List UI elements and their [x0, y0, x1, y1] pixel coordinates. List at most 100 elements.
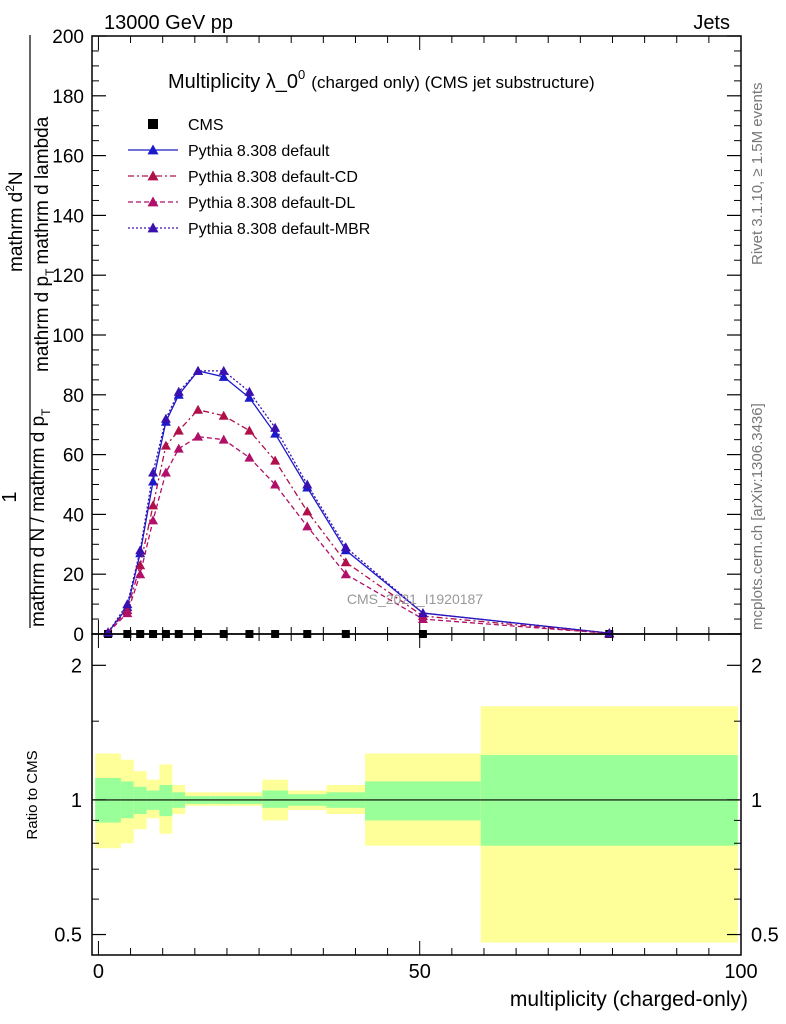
ylabel-denominator: mathrm d N / mathrm d pT [28, 408, 53, 627]
series-4-point-13 [604, 628, 615, 638]
series-4-point-10 [302, 479, 313, 489]
ratio-frame [91, 633, 742, 956]
ylabel-mid-sub: T [43, 268, 57, 276]
watermark: CMS_2021_I1920187 [347, 591, 483, 607]
series-2-point-3 [148, 500, 159, 510]
header-left: 13000 GeV pp [104, 12, 233, 34]
y-tick-label-120: 120 [52, 266, 84, 287]
ratio-bands [92, 706, 741, 943]
series-2-point-6 [193, 404, 204, 414]
legend-marker-cms [148, 119, 158, 129]
series-line-3 [107, 435, 610, 635]
series-1-point-3 [148, 476, 159, 486]
series-2-point-7 [218, 410, 229, 420]
x-tick-label-100: 100 [724, 961, 757, 983]
series-3-point-2 [135, 569, 146, 579]
x-tick-label-50: 50 [409, 961, 431, 983]
chart-title-suffix: (charged only) (CMS jet substructure) [311, 73, 594, 92]
y-tick-label-40: 40 [63, 505, 84, 526]
series-2-point-10 [302, 506, 313, 516]
ratio-axes: 0 50 100 0.5 0.5 1 1 2 2 [54, 633, 779, 983]
series-1-point-9 [270, 428, 281, 438]
ratio-y-tick-label-right-1: 1 [751, 790, 762, 812]
chart-title-sup: 0 [298, 67, 305, 82]
series-4-point-7 [218, 365, 229, 375]
x-tick-label-0: 0 [93, 961, 104, 983]
series-3-point-6 [193, 431, 204, 441]
legend-label-2: Pythia 8.308 default-CD [188, 169, 358, 186]
series-4-point-4 [160, 413, 171, 423]
series-3-point-11 [340, 569, 351, 579]
legend-marker-1 [147, 144, 159, 155]
ylabel-denominator-text: mathrm d N / mathrm d p [28, 416, 49, 627]
y-tick-label-20: 20 [63, 565, 84, 586]
y-tick-label-140: 140 [52, 206, 84, 227]
mcplots-label: mcplots.cern.ch [arXiv:1306.3436] [749, 403, 766, 630]
legend: CMS Pythia 8.308 default Pythia 8.308 defa… [128, 117, 370, 238]
series-2-point-8 [244, 425, 255, 435]
series-3-point-10 [302, 521, 313, 531]
series-3-point-4 [160, 467, 171, 477]
ratio-inner-band-9 [262, 790, 288, 808]
ratio-y-tick-label-right-0.5: 0.5 [751, 925, 779, 947]
legend-marker-3 [147, 196, 159, 207]
header-right: Jets [693, 12, 730, 34]
ylabel-mid-text: mathrm d p [32, 276, 53, 372]
y-tick-label-100: 100 [52, 326, 84, 347]
series-2-point-9 [270, 455, 281, 465]
series-4-point-2 [135, 545, 146, 555]
series-4-point-5 [173, 386, 184, 396]
ylabel-numerator: mathrm d2N [3, 171, 27, 272]
ylabel-denominator-sub: T [39, 408, 53, 416]
series-4-point-6 [193, 365, 204, 375]
series-1-point-8 [244, 392, 255, 402]
rivet-label: Rivet 3.1.10, ≥ 1.5M events [749, 83, 766, 266]
y-tick-label-160: 160 [52, 147, 84, 168]
chart-title: Multiplicity λ_00 (charged only) (CMS jet… [168, 67, 595, 93]
main-ylabel: 1 mathrm d N / mathrm d pT mathrm d2N ma… [0, 35, 57, 628]
series-2-point-2 [135, 560, 146, 570]
series-4-point-8 [244, 386, 255, 396]
ylabel-mid-lambda: mathrm d lambda [32, 116, 53, 264]
ratio-ylabel: Ratio to CMS [24, 750, 41, 839]
y-tick-label-0: 0 [73, 625, 84, 646]
ylabel-numerator-n: N [6, 171, 27, 185]
series-2-point-5 [173, 425, 184, 435]
chart-title-main: Multiplicity λ_0 [168, 71, 298, 93]
legend-label-4: Pythia 8.308 default-MBR [188, 221, 370, 238]
y-tick-label-80: 80 [63, 386, 84, 407]
series-2-point-4 [160, 440, 171, 450]
series-4-point-3 [148, 467, 159, 477]
series-1-point-7 [218, 371, 229, 381]
series-4-point-12 [417, 608, 428, 618]
ratio-inner-band-12 [365, 781, 481, 821]
ylabel-numerator-text: mathrm d [6, 192, 27, 272]
series-3-point-8 [244, 452, 255, 462]
ratio-y-tick-label-1: 1 [71, 790, 82, 812]
series-4-point-11 [340, 542, 351, 552]
series-3-point-7 [218, 434, 229, 444]
series-3-point-1 [122, 608, 133, 618]
legend-label-0: CMS [188, 117, 224, 134]
ylabel-one: 1 [0, 491, 21, 502]
y-tick-label-60: 60 [63, 446, 84, 467]
series-3-point-12 [417, 614, 428, 624]
ylabel-mid: mathrm d pTmathrm d lambda [32, 116, 57, 372]
series-4-point-1 [122, 599, 133, 609]
y-tick-label-180: 180 [52, 87, 84, 108]
series-2-point-11 [340, 557, 351, 567]
x-axis-label: multiplicity (charged-only) [510, 988, 748, 1011]
ratio-y-tick-label-0.5: 0.5 [54, 925, 82, 947]
y-tick-label-200: 200 [52, 27, 84, 48]
series-line-1 [107, 370, 610, 634]
series-line-2 [107, 409, 610, 635]
series-3-point-9 [270, 479, 281, 489]
legend-label-1: Pythia 8.308 default [188, 143, 330, 160]
series-3-point-5 [173, 443, 184, 453]
series-3-point-3 [148, 515, 159, 525]
series-4-point-9 [270, 422, 281, 432]
ratio-inner-band-4 [159, 784, 173, 817]
legend-label-3: Pythia 8.308 default-DL [188, 195, 355, 212]
ratio-y-tick-label-right-2: 2 [751, 655, 762, 677]
